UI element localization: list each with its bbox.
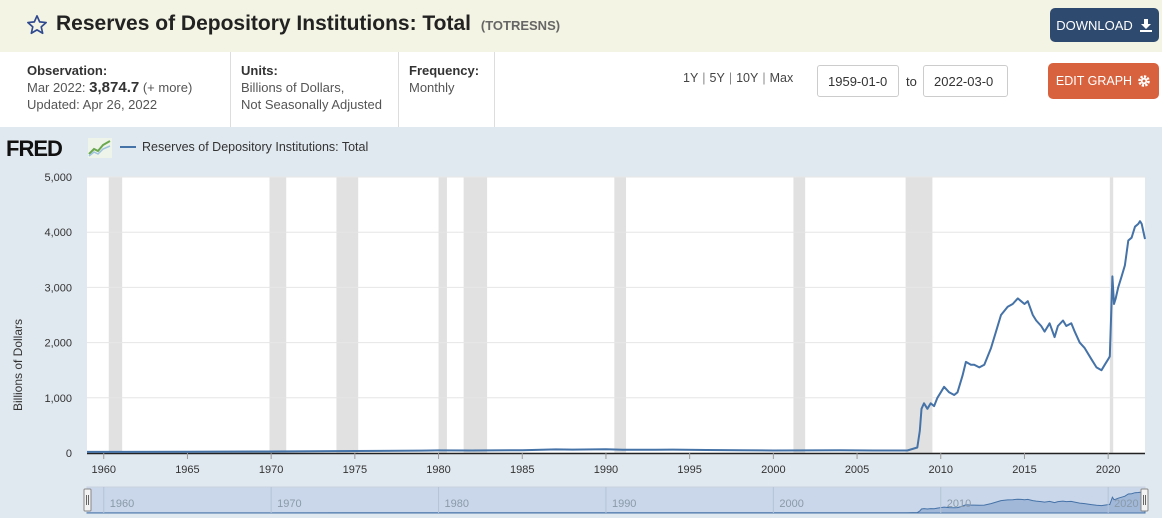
x-tick-label: 2000 xyxy=(761,464,785,476)
x-tick-label: 1995 xyxy=(677,464,701,476)
legend-swatch xyxy=(120,146,136,148)
frequency-block: Frequency: Monthly xyxy=(409,62,479,96)
page-title: Reserves of Depository Institutions: Tot… xyxy=(56,12,560,36)
navigator-tick-label: 1980 xyxy=(445,498,469,510)
range-navigator[interactable]: 1960 1970 1980 1990 2000 2010 2020 xyxy=(83,486,1149,514)
frequency-label: Frequency: xyxy=(409,63,480,78)
updated-date: Updated: Apr 26, 2022 xyxy=(27,97,158,112)
range-1y[interactable]: 1Y xyxy=(683,71,699,85)
y-tick-label: 5,000 xyxy=(44,172,72,184)
star-icon[interactable] xyxy=(26,14,48,36)
x-tick-label: 1970 xyxy=(259,464,283,476)
recession-band xyxy=(438,177,447,453)
x-tick-label: 2020 xyxy=(1096,464,1120,476)
y-tick-label: 0 xyxy=(66,448,72,460)
recession-band xyxy=(108,177,123,453)
range-selector: 1Y | 5Y | 10Y | Max xyxy=(683,71,794,85)
fred-logo[interactable]: FRED xyxy=(6,136,63,162)
navigator-tick-label: 1960 xyxy=(110,498,134,510)
observation-period: Mar 2022: xyxy=(27,80,86,95)
y-tick-label: 2,000 xyxy=(44,338,72,350)
observation-block: Observation: Mar 2022: 3,874.7 (+ more) … xyxy=(27,62,192,113)
recession-band xyxy=(336,177,359,453)
line-chart: Billions of Dollars 0 1,000 2,000 3,000 4,00… xyxy=(11,172,1149,514)
recession-band xyxy=(614,177,627,453)
frequency-value: Monthly xyxy=(409,80,455,95)
plot-area: 0 1,000 2,000 3,000 4,000 5,000 1960 1965 1970 19… xyxy=(44,172,1146,476)
navigator-tick-label: 1970 xyxy=(277,498,301,510)
x-tick-label: 1965 xyxy=(175,464,199,476)
edit-graph-button[interactable]: EDIT GRAPH xyxy=(1048,63,1159,99)
navigator-series-area xyxy=(86,491,1146,514)
to-label: to xyxy=(906,74,917,89)
series-id: (TOTRESNS) xyxy=(480,18,561,33)
observation-value: 3,874.7 xyxy=(89,79,140,96)
recession-band xyxy=(269,177,287,453)
units-block: Units: Billions of Dollars, Not Seasonal… xyxy=(241,62,382,113)
observation-more-link[interactable]: (+ more) xyxy=(142,80,193,95)
download-label: DOWNLOAD xyxy=(1056,17,1133,33)
start-date-input[interactable]: 1959-01-0 xyxy=(817,65,899,97)
units-line2: Not Seasonally Adjusted xyxy=(241,97,382,112)
y-axis-label: Billions of Dollars xyxy=(11,319,25,411)
navigator-tick-label: 2020 xyxy=(1114,498,1138,510)
fred-chart-icon xyxy=(88,138,112,158)
navigator-handle[interactable] xyxy=(1140,488,1149,512)
range-5y[interactable]: 5Y xyxy=(709,71,725,85)
download-button[interactable]: DOWNLOAD xyxy=(1050,8,1159,42)
range-10y[interactable]: 10Y xyxy=(736,71,759,85)
y-tick-label: 3,000 xyxy=(44,282,72,294)
x-tick-label: 1960 xyxy=(91,464,115,476)
x-tick-label: 2010 xyxy=(929,464,953,476)
x-tick-label: 2005 xyxy=(845,464,869,476)
recession-band xyxy=(905,177,933,453)
navigator-tick-label: 1990 xyxy=(612,498,636,510)
fred-logo-text: FRED xyxy=(6,136,63,161)
navigator-tick-label: 2000 xyxy=(779,498,803,510)
gear-icon xyxy=(1138,75,1150,87)
series-line xyxy=(86,220,1146,453)
navigator-handle[interactable] xyxy=(83,488,92,512)
chart-legend: Reserves of Depository Institutions: Tot… xyxy=(120,140,368,154)
legend-label: Reserves of Depository Institutions: Tot… xyxy=(142,140,369,154)
units-label: Units: xyxy=(241,63,278,78)
divider xyxy=(398,52,399,127)
y-tick-label: 1,000 xyxy=(44,393,72,405)
recession-band xyxy=(463,177,488,453)
x-tick-label: 1985 xyxy=(510,464,534,476)
end-date-input[interactable]: 2022-03-0 xyxy=(923,65,1008,97)
y-tick-label: 4,000 xyxy=(44,227,72,239)
units-line1: Billions of Dollars, xyxy=(241,80,345,95)
x-tick-label: 1980 xyxy=(426,464,450,476)
observation-label: Observation: xyxy=(27,63,108,78)
divider xyxy=(230,52,231,127)
x-tick-label: 1990 xyxy=(594,464,618,476)
navigator-tick-label: 2010 xyxy=(947,498,971,510)
recession-band xyxy=(793,177,806,453)
divider xyxy=(494,52,495,127)
range-max[interactable]: Max xyxy=(769,71,794,85)
x-tick-label: 2015 xyxy=(1012,464,1036,476)
series-title: Reserves of Depository Institutions: Tot… xyxy=(56,12,472,35)
download-icon xyxy=(1139,19,1152,32)
edit-graph-label: EDIT GRAPH xyxy=(1055,74,1133,88)
header-bar: Reserves of Depository Institutions: Tot… xyxy=(0,0,1162,52)
x-tick-label: 1975 xyxy=(343,464,367,476)
